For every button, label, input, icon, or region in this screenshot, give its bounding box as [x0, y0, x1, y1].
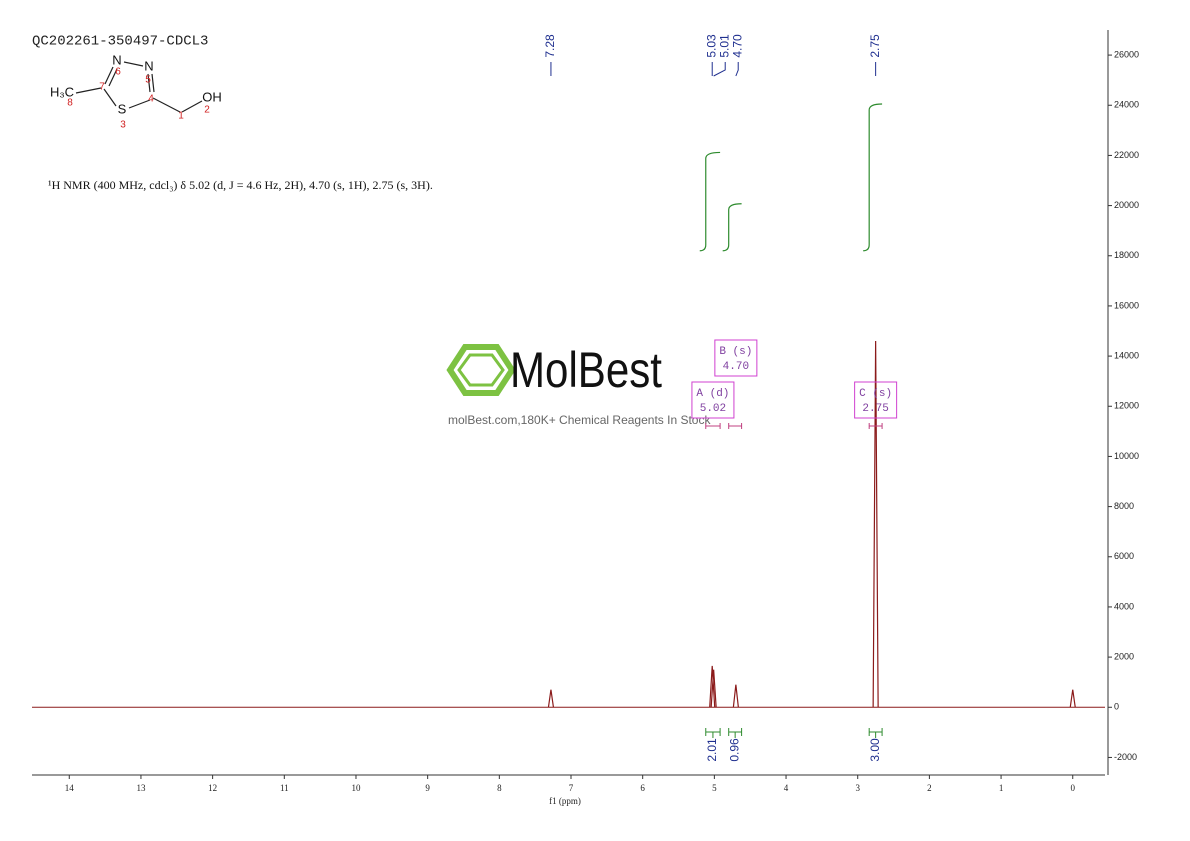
multiplet-box	[854, 381, 898, 419]
integral-curve	[863, 103, 883, 252]
x-tick-label: 1	[999, 783, 1004, 793]
peak	[710, 669, 717, 708]
x-tick-label: 12	[208, 783, 217, 793]
structure-bonds	[75, 61, 203, 113]
peak	[872, 341, 879, 708]
multiplet-range	[868, 423, 883, 429]
atom-number: 1	[178, 111, 184, 122]
atom-number: 8	[67, 98, 73, 109]
y-tick-label: 18000	[1114, 250, 1139, 260]
multiplet-label: B (s)	[719, 346, 752, 358]
x-tick-label: 8	[497, 783, 502, 793]
x-tick-label: 13	[136, 783, 146, 793]
peak-label: 4.70	[730, 34, 744, 58]
peak	[709, 665, 716, 708]
x-tick-label: 9	[425, 783, 430, 793]
multiplet-shift: 2.75	[862, 403, 888, 415]
atom-number: 7	[99, 82, 105, 93]
atom-label: OH	[202, 89, 222, 104]
peak	[1069, 689, 1076, 708]
peak-label: 7.28	[543, 34, 557, 58]
x-tick-label: 4	[784, 783, 789, 793]
y-tick-label: 26000	[1114, 49, 1139, 59]
atom-label: N	[112, 52, 121, 67]
y-tick-label: 12000	[1114, 401, 1139, 411]
integral-label: 3.00	[868, 738, 882, 762]
peak-label: 2.75	[868, 34, 882, 58]
peak	[547, 689, 555, 708]
x-tick-label: 10	[351, 783, 361, 793]
integral-label: 2.01	[705, 738, 719, 762]
integral-bracket	[728, 728, 743, 738]
x-tick-label: 0	[1070, 783, 1075, 793]
x-tick-label: 11	[280, 783, 289, 793]
y-tick-label: 10000	[1114, 451, 1139, 461]
x-tick-label: 7	[569, 783, 574, 793]
peak-label: 5.03	[704, 34, 718, 58]
watermark-slogan: molBest.com,180K+ Chemical Reagents In S…	[448, 413, 711, 427]
y-tick-label: 8000	[1114, 501, 1134, 511]
chart-title: QC202261-350497-CDCL3	[32, 34, 208, 50]
multiplet-label: C (s)	[859, 388, 892, 400]
atom-number: 3	[120, 120, 126, 131]
description: ¹H NMR (400 MHz, cdcl₃) δ 5.02 (d, J = 4…	[48, 178, 433, 192]
x-axis-label: f1 (ppm)	[549, 796, 581, 806]
y-tick-label: 24000	[1114, 100, 1139, 110]
y-tick-label: 0	[1114, 702, 1119, 712]
multiplet-box	[691, 381, 735, 419]
integral-bracket	[705, 728, 721, 738]
x-tick-label: 3	[855, 783, 860, 793]
y-tick-label: 22000	[1114, 150, 1139, 160]
integral-curve	[722, 203, 742, 252]
x-tick-label: 2	[927, 783, 932, 793]
x-tick-label: 5	[712, 783, 717, 793]
multiplet-box	[714, 339, 758, 377]
atom-number: 6	[115, 67, 121, 78]
peak-label: 5.01	[717, 34, 731, 58]
watermark-logo	[446, 344, 516, 396]
y-tick-label: -2000	[1114, 752, 1137, 762]
atom-number: 5	[145, 75, 151, 86]
multiplet-range	[728, 423, 743, 429]
y-tick-label: 4000	[1114, 601, 1134, 611]
peak-label-leader	[713, 62, 726, 77]
multiplet-shift: 4.70	[723, 361, 749, 373]
peak-label-leader	[735, 62, 739, 77]
x-tick-label: 14	[65, 783, 75, 793]
multiplet-label: A (d)	[696, 388, 729, 400]
atom-label: N	[144, 58, 153, 73]
integral-curve	[699, 151, 721, 252]
atom-label: S	[118, 101, 127, 116]
multiplet-shift: 5.02	[700, 403, 726, 415]
y-tick-label: 2000	[1114, 651, 1134, 661]
atom-label: H₃C	[50, 84, 74, 99]
y-tick-label: 14000	[1114, 350, 1139, 360]
x-tick-label: 6	[640, 783, 645, 793]
multiplet-range	[705, 423, 721, 429]
integral-bracket	[868, 728, 883, 738]
y-tick-label: 16000	[1114, 300, 1139, 310]
peak	[732, 684, 739, 708]
atom-number: 2	[204, 105, 210, 116]
y-tick-label: 20000	[1114, 200, 1139, 210]
integral-label: 0.96	[727, 738, 741, 762]
atom-number: 4	[148, 94, 154, 105]
watermark-brand: MolBest	[510, 342, 662, 398]
y-tick-label: 6000	[1114, 551, 1134, 561]
